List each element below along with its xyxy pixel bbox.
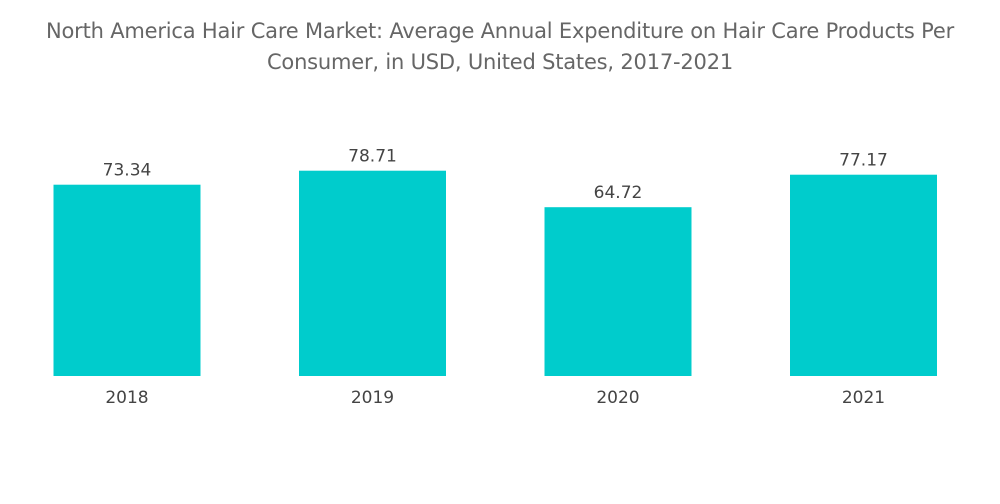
chart-title-line-2: Consumer, in USD, United States, 2017-20… [266,50,734,74]
bars-layer [53,170,937,376]
chart-title: North America Hair Care Market: Average … [0,16,1000,78]
bar-2021 [790,174,937,376]
x-axis-tick-labels: 2018 2019 2020 2021 [105,388,885,408]
value-label-2020: 64.72 [594,183,643,203]
value-label-2021: 77.17 [839,151,888,171]
value-label-2018: 73.34 [103,161,152,181]
x-tick-label-2019: 2019 [351,388,394,408]
chart-title-line-1: North America Hair Care Market: Average … [45,19,955,43]
x-tick-label-2018: 2018 [105,388,148,408]
value-labels-layer: 73.34 78.71 64.72 77.17 [103,147,888,204]
value-label-2019: 78.71 [348,147,397,167]
x-tick-label-2021: 2021 [842,388,885,408]
bar-2019 [299,170,446,376]
bar-2020 [544,207,692,376]
bar-2018 [53,184,201,376]
x-tick-label-2020: 2020 [596,388,639,408]
